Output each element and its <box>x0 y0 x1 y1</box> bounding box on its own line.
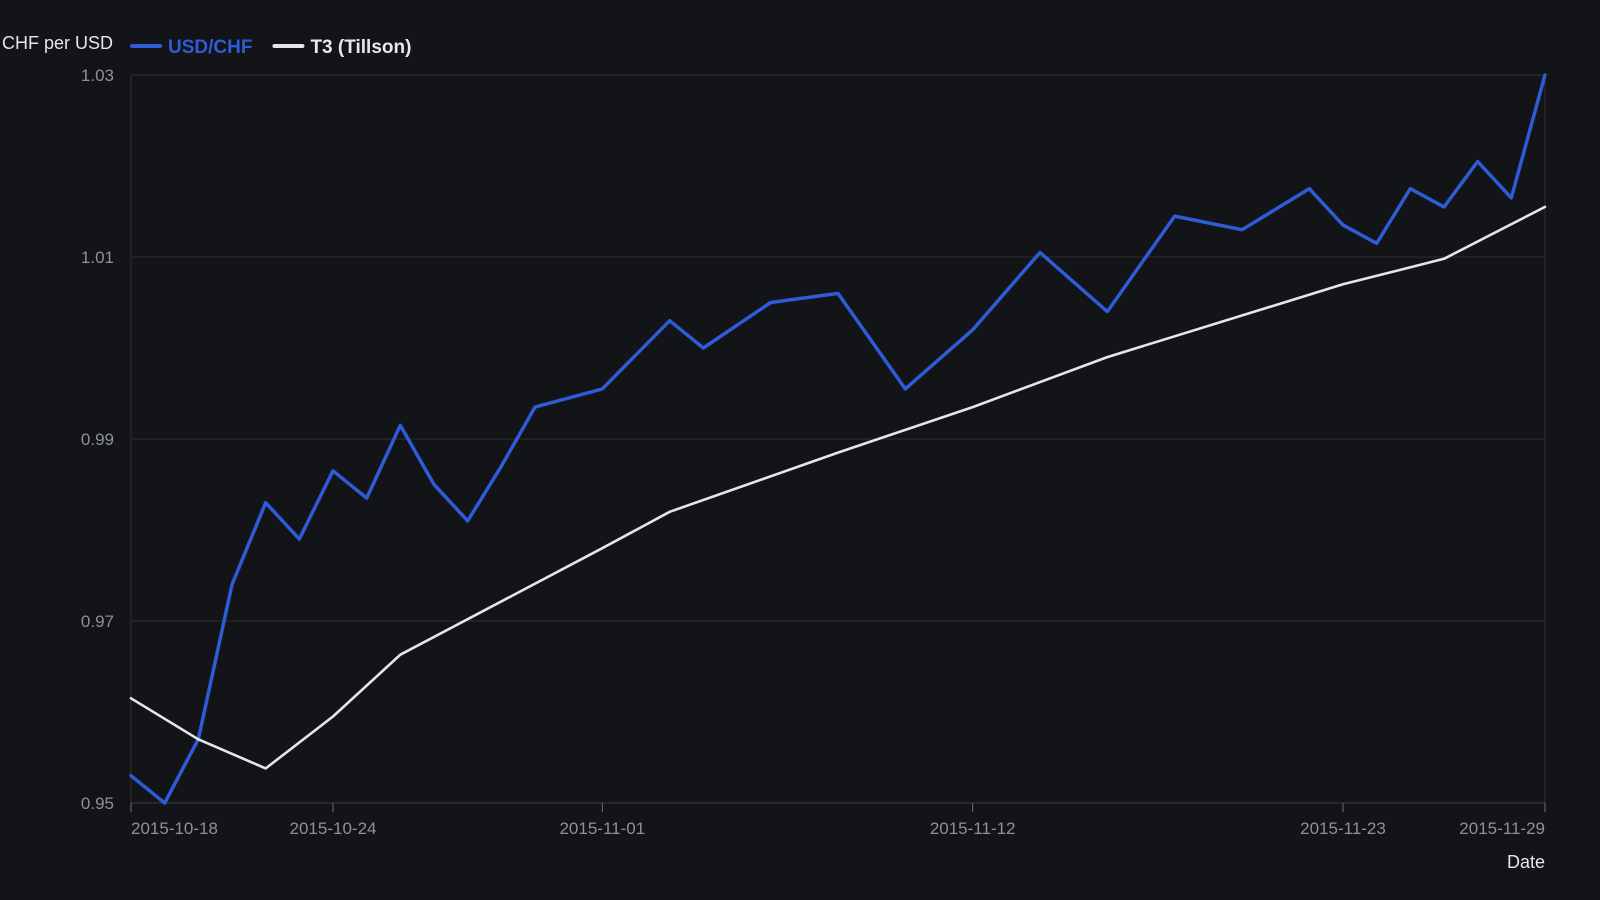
y-tick-label: 0.95 <box>81 794 114 813</box>
axes: 0.95 0.97 0.99 1.01 1.03 2015-10-18 2015-10-24… <box>2 33 1546 872</box>
series-lines <box>129 73 1547 805</box>
y-tick-label: 1.01 <box>81 248 114 267</box>
y-axis-title: CHF per USD <box>2 33 113 53</box>
y-tick-label: 1.03 <box>81 66 114 85</box>
x-tick-label: 2015-11-29 <box>1459 819 1545 838</box>
x-tick-label: 2015-11-01 <box>559 819 645 838</box>
x-tick-label: 2015-10-24 <box>290 819 377 838</box>
series-line <box>129 73 1547 805</box>
x-tick-label: 2015-11-23 <box>1300 819 1386 838</box>
y-tick-label: 0.97 <box>81 612 114 631</box>
legend-label: T3 (Tillson) <box>310 37 411 58</box>
legend-label: USD/CHF <box>168 37 252 58</box>
series-line <box>129 205 1547 770</box>
legend: USD/CHF T3 (Tillson) <box>130 37 411 58</box>
x-axis-title: Date <box>1507 852 1545 872</box>
x-tick-label: 2015-10-18 <box>131 819 218 838</box>
x-tick-label: 2015-11-12 <box>930 819 1016 838</box>
grid-lines <box>130 74 1546 804</box>
y-tick-label: 0.99 <box>81 430 114 449</box>
